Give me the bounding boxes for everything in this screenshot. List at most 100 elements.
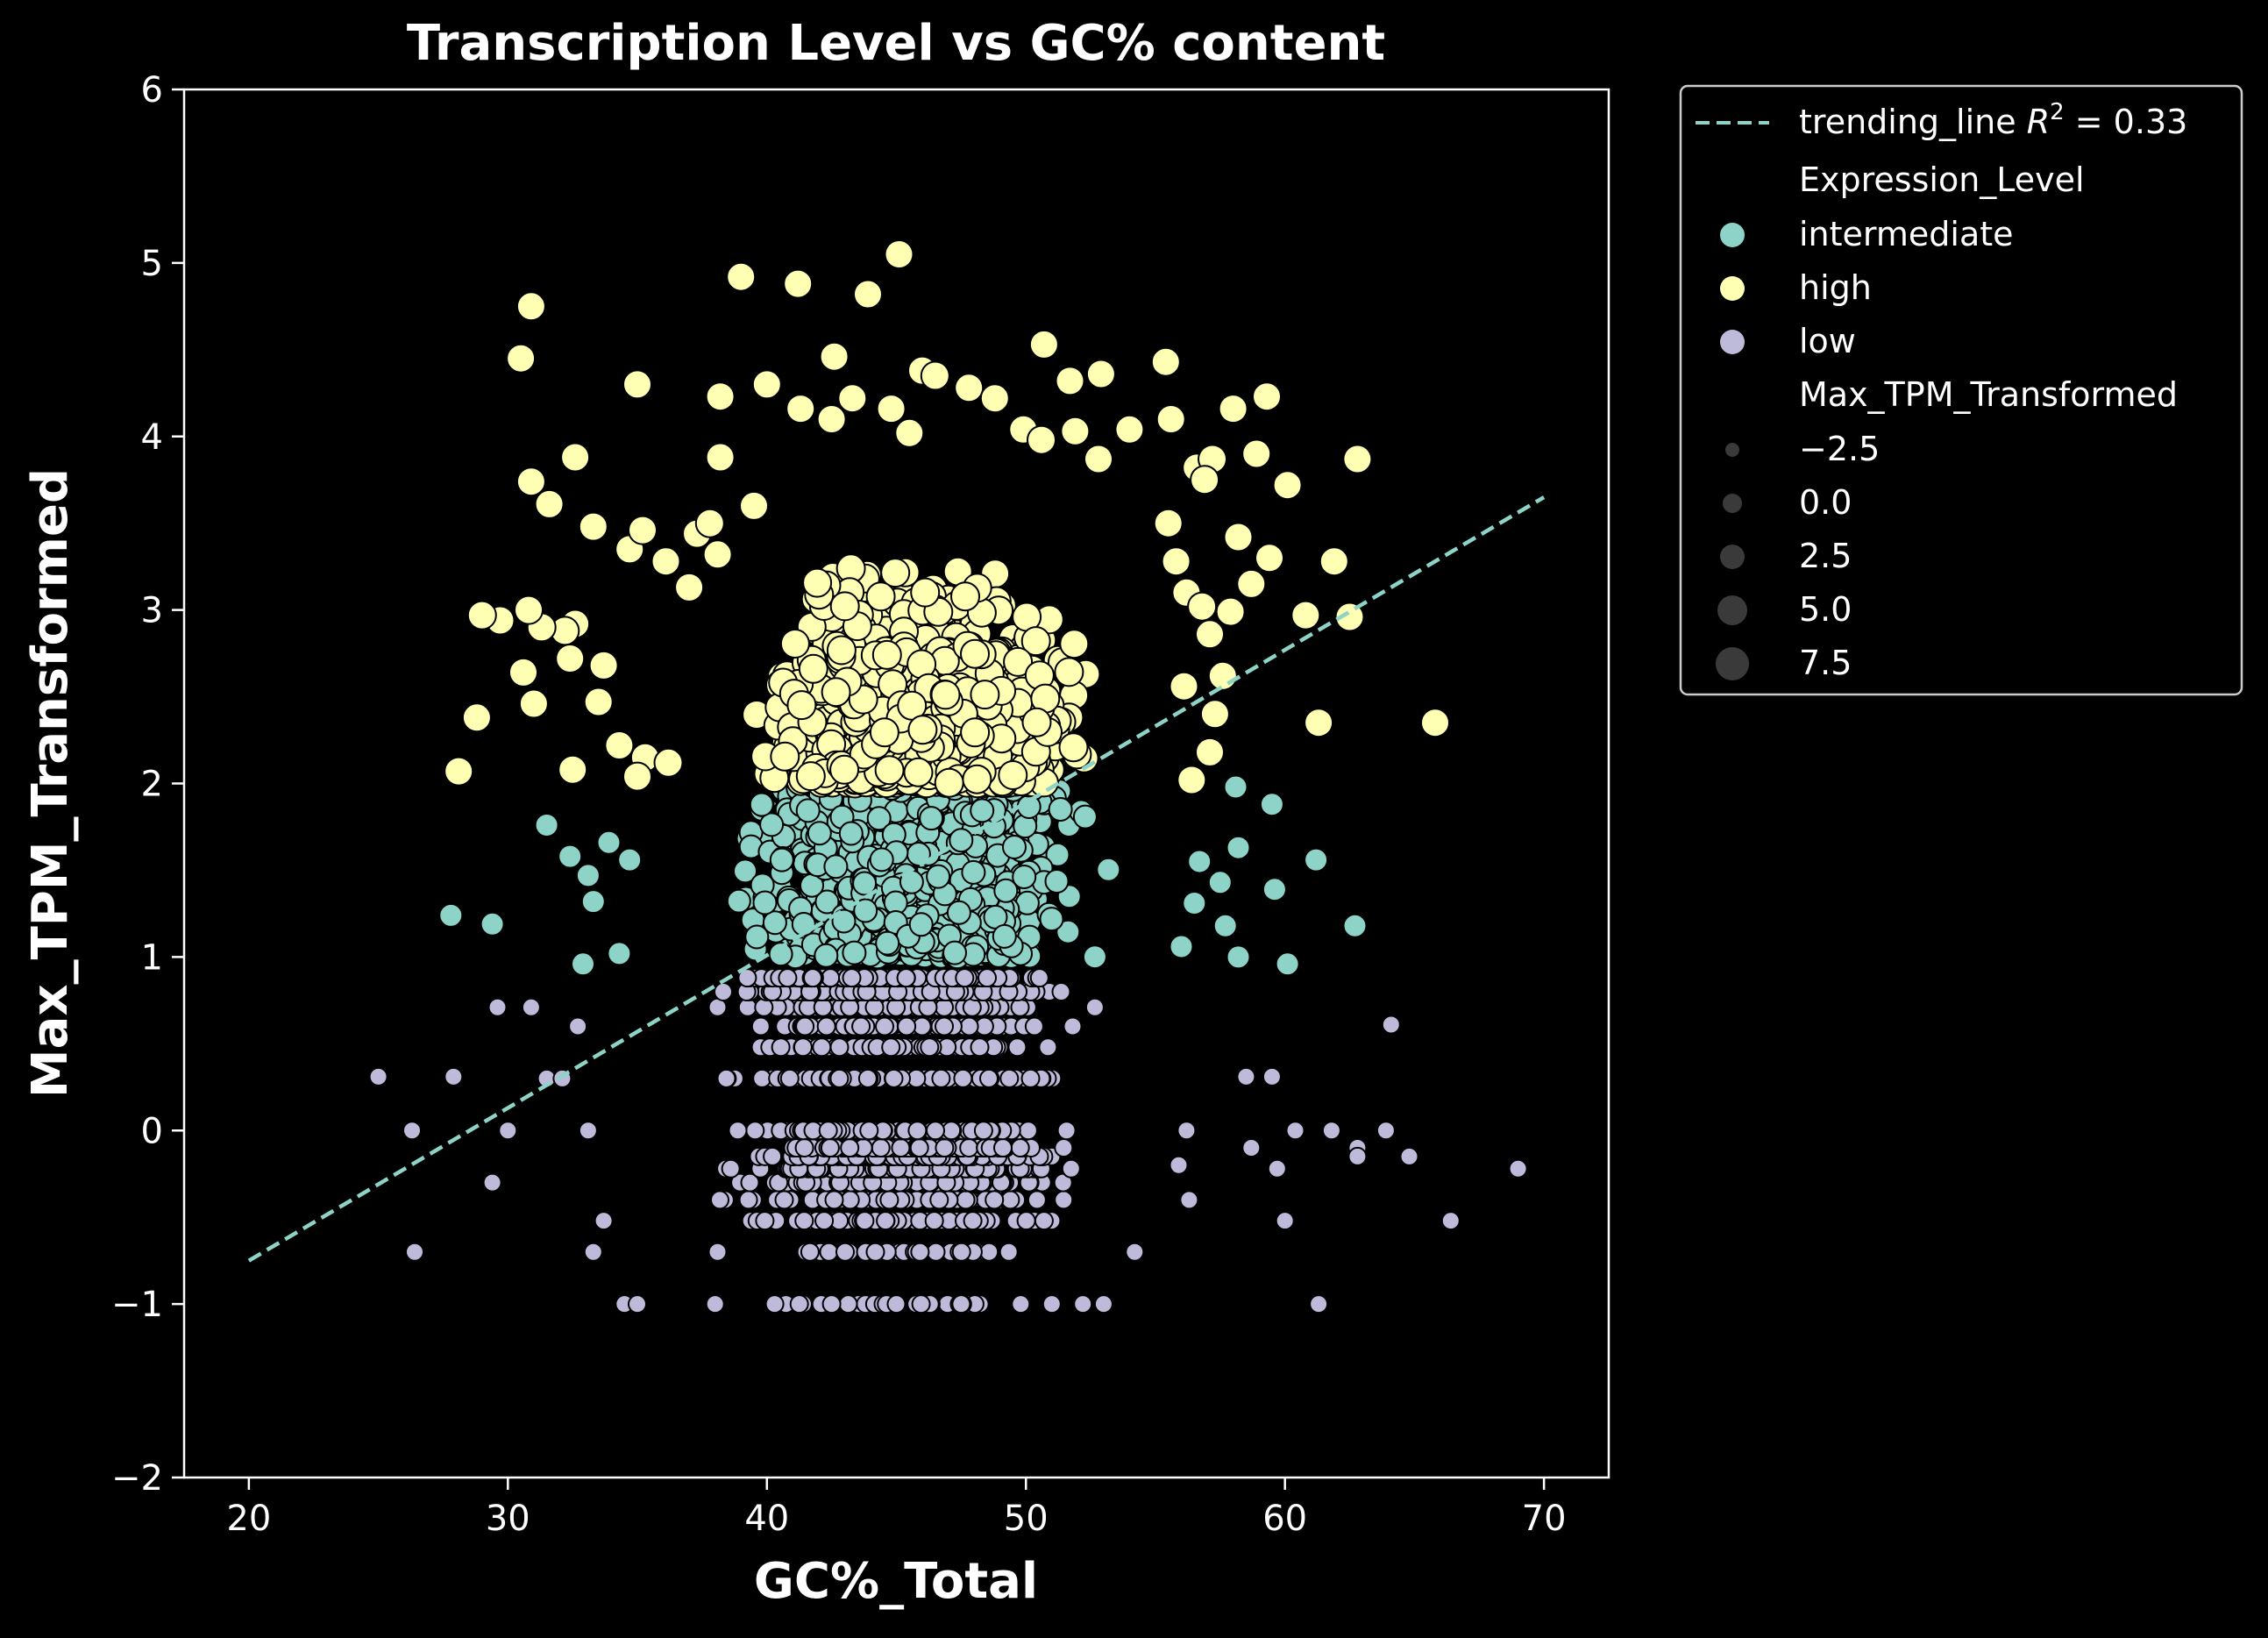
high-point [1021,707,1052,737]
low-point [1093,1294,1113,1314]
legend-low-marker [1720,330,1745,354]
low-point [1016,1211,1036,1231]
high-point [998,760,1028,790]
high-point [1207,660,1238,691]
low-point [707,1242,728,1262]
legend-size-title: Max_TPM_Transformed [1799,375,2178,414]
intermediate-point [942,940,967,965]
intermediate-point [869,847,894,872]
intermediate-point [946,900,971,925]
intermediate-point [1259,792,1284,817]
low-point [953,1068,973,1088]
low-point [1051,982,1071,1001]
high-point [588,650,619,680]
low-point [926,1242,946,1262]
high-point [705,442,736,473]
high-point [1290,600,1321,630]
low-point [763,1146,783,1166]
intermediate-point [769,847,794,872]
low-point [405,1242,424,1262]
high-point [920,360,950,391]
low-point [1054,1190,1074,1210]
low-point [1084,997,1105,1017]
high-point [622,761,652,792]
low-point [1011,1294,1031,1314]
high-point [1342,444,1373,474]
intermediate-point [1212,913,1238,938]
legend-intermediate-marker [1720,223,1745,247]
low-point [1169,1155,1189,1175]
low-point [1063,1016,1083,1036]
low-point [1309,1294,1329,1314]
high-point [555,644,586,673]
low-point [821,1294,842,1314]
high-point [1218,394,1248,424]
low-point [794,1211,814,1231]
high-point [962,764,992,794]
low-point [1236,1066,1256,1086]
high-point [871,639,902,670]
legend-size-marker-5 [1716,647,1749,680]
high-point [558,754,588,785]
low-point [1179,1190,1199,1210]
low-point [911,1294,931,1314]
intermediate-point [875,930,900,956]
low-point [812,1037,832,1058]
legend-intermediate-label: intermediate [1799,215,2014,253]
intermediate-point [726,888,751,914]
high-point [1161,546,1191,577]
y-tick-label: 3 [141,591,163,631]
high-point [560,442,591,473]
low-point [857,1068,878,1088]
intermediate-point [1012,865,1037,889]
intermediate-point [752,890,778,915]
high-point [1236,568,1267,599]
y-tick-label: 2 [141,765,163,805]
low-point [1440,1211,1461,1231]
high-point [1085,359,1116,389]
low-point [926,1121,945,1141]
intermediate-point [823,854,849,880]
high-point [1272,470,1303,501]
low-point [1399,1146,1419,1166]
low-point [1347,1146,1368,1166]
legend-size-marker-2 [1723,494,1742,513]
high-point [884,239,914,269]
high-point [802,567,833,598]
y-tick-label: 1 [141,937,163,978]
low-point [368,1066,388,1086]
low-point [963,1211,983,1231]
low-point [705,1294,725,1314]
y-axis-label: Max_TPM_Transformed [22,468,79,1098]
low-point [738,1190,758,1210]
legend-size-label-2: 0.0 [1799,483,1852,522]
low-point [979,1068,999,1088]
intermediate-point [1223,774,1248,800]
legend-size-marker-3 [1720,545,1745,569]
high-point [651,546,681,577]
low-point [1381,1015,1401,1035]
intermediate-point [1002,835,1027,859]
low-point [740,1172,760,1193]
high-point [821,677,851,708]
low-point [1285,1121,1305,1141]
low-point [1042,1294,1062,1314]
low-point [795,1016,815,1036]
low-point [402,1121,422,1141]
intermediate-point [961,859,986,885]
high-point [1420,708,1450,738]
low-point [891,1138,911,1157]
low-point [951,1242,971,1262]
low-point [821,968,841,988]
low-point [985,1190,1005,1210]
x-tick-label: 30 [486,1499,530,1539]
low-point [1241,1138,1262,1157]
low-point [935,1016,954,1036]
intermediate-point [1096,857,1121,882]
high-point [903,757,934,787]
high-point [508,657,538,687]
low-point [829,1037,850,1058]
high-point [653,747,684,778]
high-point [1215,596,1246,627]
low-point [896,968,916,988]
